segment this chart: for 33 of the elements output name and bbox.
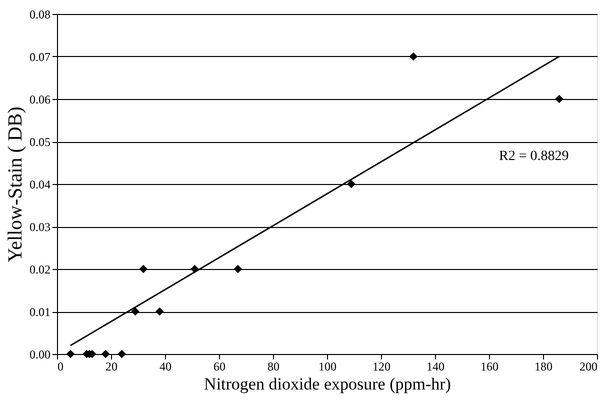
y-tick-label: 0.06 — [30, 92, 50, 106]
y-tick-label: 0.05 — [30, 135, 50, 149]
x-axis-title: Nitrogen dioxide exposure (ppm-hr) — [204, 374, 451, 394]
point — [347, 180, 356, 188]
x-tick-label: 180 — [534, 360, 552, 374]
point — [139, 264, 148, 274]
y-tick-label: 0.07 — [30, 50, 50, 64]
y-tick-label: 0.08 — [30, 8, 50, 22]
y-tick-label: 0.04 — [30, 178, 50, 192]
x-tick-label: 20 — [106, 360, 118, 374]
x-tick-label: 160 — [480, 360, 498, 374]
point — [234, 264, 242, 274]
point — [131, 307, 140, 316]
point — [101, 350, 110, 358]
x-tick-label: 40 — [160, 360, 172, 374]
point — [118, 350, 126, 358]
x-tick-label: 100 — [318, 360, 336, 374]
y-tick-label: 0.01 — [30, 305, 50, 319]
x-tick-label: 60 — [214, 360, 226, 374]
x-tick-label: 140 — [426, 360, 444, 374]
x-tick-label: 80 — [268, 360, 280, 374]
annotation: R2 = 0.8829 — [499, 149, 569, 164]
point — [409, 52, 418, 61]
x-tick-label: 0 — [58, 360, 64, 374]
point — [155, 307, 164, 316]
x-tick-label: 200 — [580, 360, 598, 374]
y-axis-title: Yellow-Stain ( DB) — [4, 106, 26, 262]
y-tick-label: 0.03 — [30, 220, 50, 234]
y-tick-label: 0.02 — [30, 262, 50, 276]
y-tick-label: 0.00 — [30, 348, 50, 362]
point — [66, 350, 75, 358]
point — [555, 94, 564, 104]
x-tick-label: 120 — [372, 360, 390, 374]
